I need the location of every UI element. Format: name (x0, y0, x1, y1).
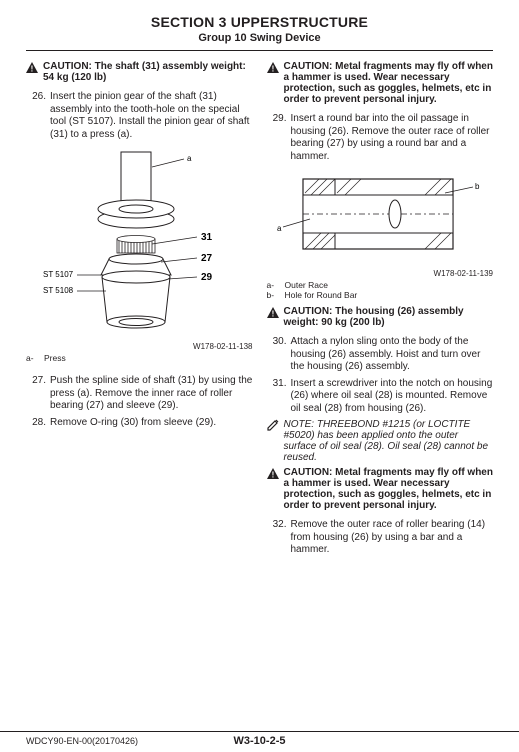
callout-29: 29 (201, 272, 213, 283)
step-28: 28. Remove O-ring (30) from sleeve (29). (26, 417, 253, 430)
note-label: NOTE: (284, 419, 315, 430)
step-31: 31. Insert a screwdriver into the notch … (267, 378, 494, 416)
caution-block: ! CAUTION: Metal fragments may fly off w… (267, 61, 494, 105)
footer-page-number: W3-10-2-5 (0, 735, 519, 747)
caution-label: CAUTION: (43, 61, 92, 72)
note-block: NOTE: THREEBOND #1215 (or LOCTITE #5020)… (267, 419, 494, 463)
caution-block: ! CAUTION: The shaft (31) assembly weigh… (26, 61, 253, 83)
callout-31: 31 (201, 232, 213, 243)
warning-triangle-icon: ! (267, 62, 279, 73)
warning-triangle-icon: ! (267, 468, 279, 479)
caution-content: CAUTION: The housing (26) assembly weigh… (284, 306, 494, 328)
svg-text:!: ! (271, 470, 274, 479)
caution-block: ! CAUTION: Metal fragments may fly off w… (267, 467, 494, 511)
shaft-diagram-svg: a 31 27 29 ST 5107 ST 5108 (39, 147, 239, 337)
step-text: Insert a screwdriver into the notch on h… (291, 378, 494, 416)
pencil-icon (267, 419, 279, 431)
legend-value: Hole for Round Bar (285, 290, 358, 300)
page: SECTION 3 UPPERSTRUCTURE Group 10 Swing … (0, 0, 519, 557)
step-number: 31. (267, 378, 287, 416)
figure-housing: a b W178-02-11-139 (267, 169, 494, 278)
figure-legend: a- Press (26, 353, 253, 363)
group-title: Group 10 Swing Device (26, 32, 493, 44)
caution-content: CAUTION: Metal fragments may fly off whe… (284, 61, 494, 105)
step-number: 26. (26, 91, 46, 141)
step-number: 27. (26, 375, 46, 413)
legend-key: a- (26, 353, 40, 363)
figure-legend: a- Outer Race b- Hole for Round Bar (267, 280, 494, 300)
callout-st5107: ST 5107 (43, 270, 74, 279)
step-29: 29. Insert a round bar into the oil pass… (267, 113, 494, 163)
step-number: 29. (267, 113, 287, 163)
step-27: 27. Push the spline side of shaft (31) b… (26, 375, 253, 413)
step-number: 28. (26, 417, 46, 430)
legend-value: Press (44, 353, 66, 363)
svg-text:!: ! (271, 64, 274, 73)
callout-a: a (277, 224, 282, 233)
step-text: Attach a nylon sling onto the body of th… (291, 336, 494, 374)
caution-content: CAUTION: Metal fragments may fly off whe… (284, 467, 494, 511)
caution-label: CAUTION: (284, 467, 333, 478)
step-26: 26. Insert the pinion gear of the shaft … (26, 91, 253, 141)
caution-block: ! CAUTION: The housing (26) assembly wei… (267, 306, 494, 328)
svg-text:!: ! (31, 64, 34, 73)
callout-27: 27 (201, 253, 213, 264)
step-text: Insert the pinion gear of the shaft (31)… (50, 91, 253, 141)
content-columns: ! CAUTION: The shaft (31) assembly weigh… (26, 61, 493, 557)
caution-label: CAUTION: (284, 306, 333, 317)
callout-a: a (187, 154, 192, 163)
right-column: ! CAUTION: Metal fragments may fly off w… (267, 61, 494, 557)
legend-key: b- (267, 290, 281, 300)
section-title: SECTION 3 UPPERSTRUCTURE (26, 14, 493, 30)
svg-text:!: ! (271, 309, 274, 318)
figure-id: W178-02-11-139 (267, 269, 494, 278)
callout-b: b (475, 182, 480, 191)
warning-triangle-icon: ! (26, 62, 38, 73)
step-32: 32. Remove the outer race of roller bear… (267, 519, 494, 557)
housing-diagram-svg: a b (275, 169, 485, 264)
left-column: ! CAUTION: The shaft (31) assembly weigh… (26, 61, 253, 557)
legend-row: b- Hole for Round Bar (267, 290, 494, 300)
caution-content: CAUTION: The shaft (31) assembly weight:… (43, 61, 253, 83)
caution-label: CAUTION: (284, 61, 333, 72)
step-number: 30. (267, 336, 287, 374)
callout-st5108: ST 5108 (43, 286, 74, 295)
step-text: Insert a round bar into the oil passage … (291, 113, 494, 163)
step-text: Remove the outer race of roller bearing … (291, 519, 494, 557)
legend-row: a- Press (26, 353, 253, 363)
step-number: 32. (267, 519, 287, 557)
figure-shaft-assembly: a 31 27 29 ST 5107 ST 5108 W178-02-11-13… (26, 147, 253, 351)
note-text: THREEBOND #1215 (or LOCTITE #5020) has b… (284, 419, 489, 463)
warning-triangle-icon: ! (267, 307, 279, 318)
page-footer: WDCY90-EN-00(20170426) W3-10-2-5 (0, 731, 519, 752)
note-content: NOTE: THREEBOND #1215 (or LOCTITE #5020)… (284, 419, 494, 463)
legend-row: a- Outer Race (267, 280, 494, 290)
divider (26, 50, 493, 51)
figure-id: W178-02-11-138 (26, 342, 253, 351)
step-30: 30. Attach a nylon sling onto the body o… (267, 336, 494, 374)
step-text: Push the spline side of shaft (31) by us… (50, 375, 253, 413)
step-text: Remove O-ring (30) from sleeve (29). (50, 417, 253, 430)
legend-key: a- (267, 280, 281, 290)
legend-value: Outer Race (285, 280, 328, 290)
